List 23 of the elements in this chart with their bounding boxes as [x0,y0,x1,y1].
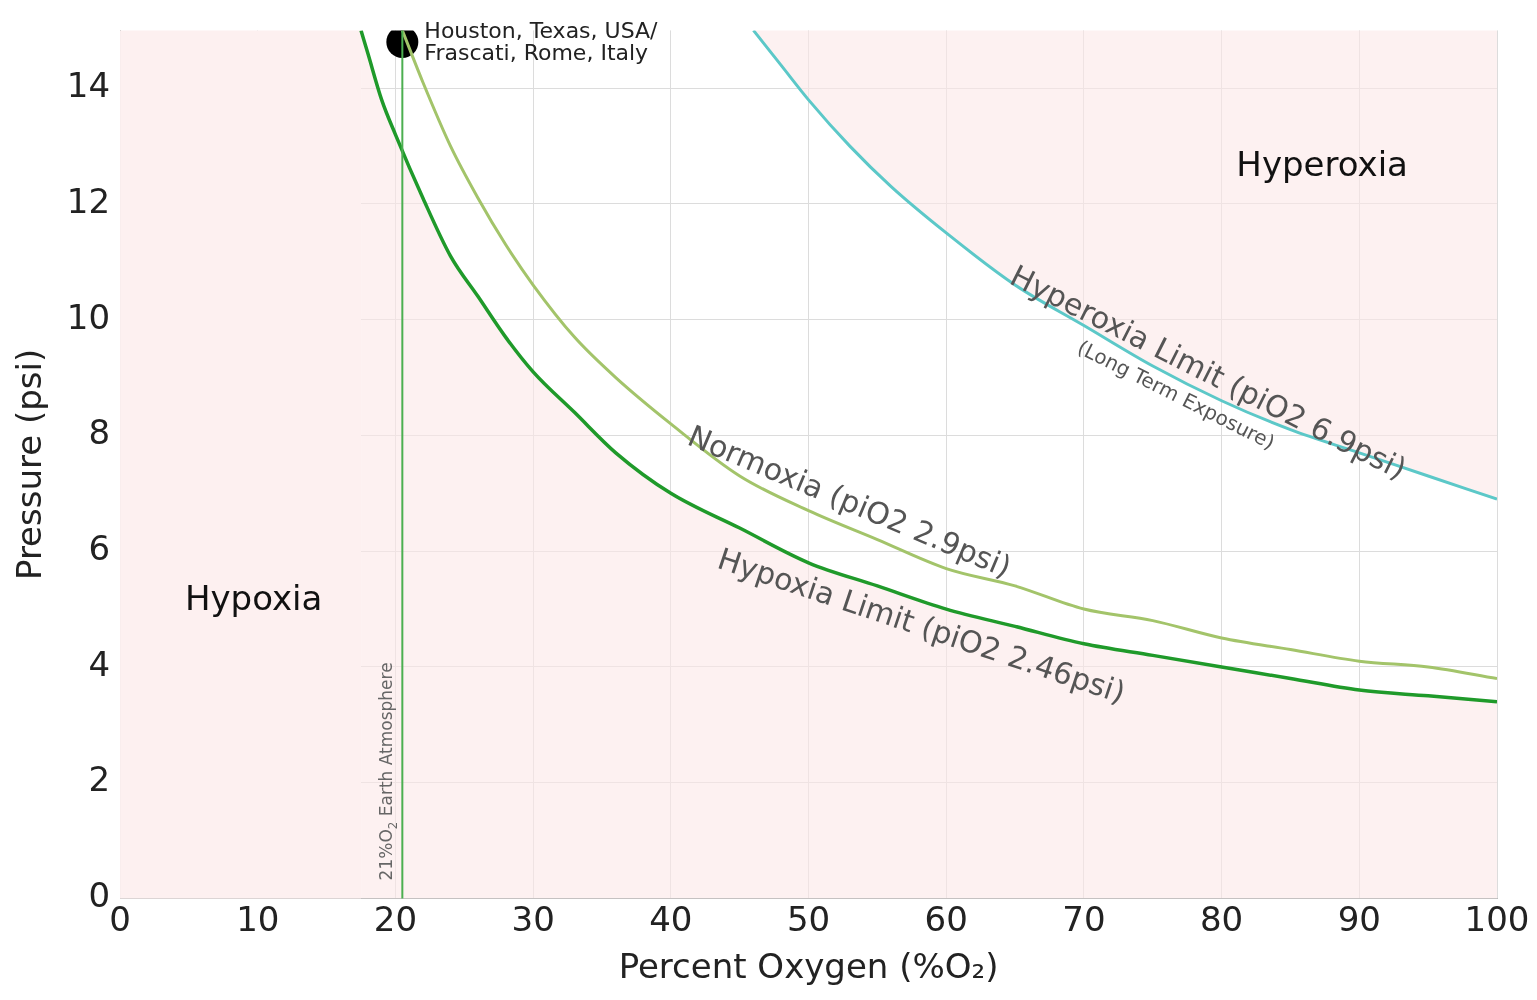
ref-line-label: 21%O2 Earth Atmosphere [376,662,401,881]
y-tick-label: 2 [88,759,111,800]
y-tick-label: 8 [88,412,111,453]
x-axis-title: Percent Oxygen (%O₂) [618,946,999,987]
series-label: Houston, Texas, USA/ Frascati, Rome, Italy [424,17,659,65]
x-tick-label: 40 [649,898,693,939]
x-tick-label: 60 [924,898,968,939]
y-tick-label: 4 [88,643,111,684]
y-tick-label: 6 [88,528,111,569]
x-tick-label: 20 [373,898,418,939]
x-tick-label: 90 [1337,898,1381,939]
x-tick-label: 80 [1199,898,1244,939]
x-tick-label: 30 [511,898,555,939]
annotation: Hypoxia [184,578,323,619]
y-tick-label: 10 [66,296,111,337]
y-axis-title: Pressure (psi) [9,348,50,581]
x-tick-label: 70 [1062,898,1106,939]
x-tick-label: 100 [1464,898,1530,939]
annotation: Hyperoxia [1236,144,1408,185]
x-tick-label: 10 [236,898,280,939]
y-tick-label: 14 [66,65,111,106]
y-tick-label: 12 [66,180,111,221]
x-tick-label: 50 [786,898,831,939]
